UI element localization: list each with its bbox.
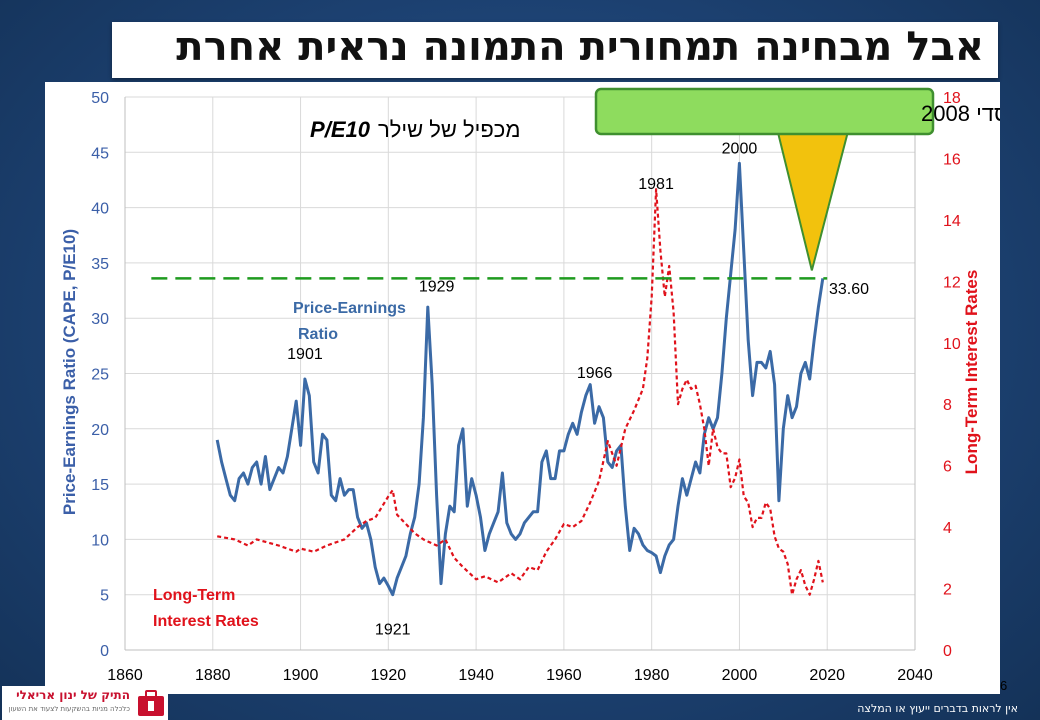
y-right-tick-label: 8: [943, 397, 952, 414]
callout-pointer: [776, 131, 850, 271]
y-left-tick-label: 40: [91, 201, 109, 218]
pe-ratio-line: [215, 161, 825, 597]
tick-labels: 1860 1880 1900 1920 1940 1960 1980 2000 2020 2040…: [91, 90, 961, 684]
pe-series-label-1: Price-Earnings: [293, 300, 406, 317]
y-right-tick-label: 6: [943, 459, 952, 476]
heading-prefix: מכפיל: [463, 117, 520, 142]
y-left-tick-label: 20: [91, 422, 109, 439]
pe-series-label-2: Ratio: [298, 326, 338, 343]
x-tick-label: 1980: [634, 667, 670, 684]
briefcase-icon: [138, 690, 164, 716]
y-right-tick-label: 4: [943, 520, 952, 537]
chart-panel: 1860 1880 1900 1920 1940 1960 1980 2000 2020 2040…: [45, 82, 1040, 694]
brand-logo: התיק של ינון אריאלי כלכלה מניות בהשקעות …: [2, 686, 168, 720]
x-tick-label: 2000: [722, 667, 758, 684]
interest-rate-line: [217, 188, 824, 596]
current-value-label: 33.60: [829, 281, 869, 298]
page-number: 6: [1000, 678, 1008, 693]
y-left-tick-label: 25: [91, 367, 109, 384]
logo-tagline: כלכלה מניות בהשקעות לצעוד את השעון: [8, 705, 130, 713]
year-annotation: 1929: [419, 279, 455, 296]
y-right-tick-label: 16: [943, 151, 961, 168]
y-right-label: Long-Term Interest Rates: [962, 270, 981, 475]
x-tick-label: 1880: [195, 667, 231, 684]
y-right-tick-label: 2: [943, 582, 952, 599]
y-left-tick-label: 0: [100, 643, 109, 660]
y-right-tick-label: 0: [943, 643, 952, 660]
logo-name: התיק של ינון אריאלי: [16, 688, 130, 702]
y-left-tick-label: 30: [91, 311, 109, 328]
heading-rest: של שילר: [378, 117, 457, 142]
y-left-tick-label: 35: [91, 256, 109, 273]
x-tick-label: 1940: [458, 667, 494, 684]
x-tick-label: 1860: [107, 667, 143, 684]
year-annotation: 1921: [375, 622, 411, 639]
title-banner: אבל מבחינה תמחורית התמונה נראית אחרת: [112, 22, 998, 78]
heading-bold: P/E10: [310, 117, 371, 142]
y-left-label: Price-Earnings Ratio (CAPE, P/E10): [60, 229, 79, 515]
x-tick-label: 2040: [897, 667, 933, 684]
axes: [124, 97, 916, 651]
callout: 29.3 בניכוי הפסדי 2008: [594, 87, 1040, 271]
callout-box: [594, 87, 935, 136]
y-left-tick-label: 45: [91, 145, 109, 162]
y-left-tick-label: 15: [91, 477, 109, 494]
heading-label: P/E10 של שילר: [310, 117, 457, 142]
y-right-tick-label: 18: [943, 90, 961, 107]
rate-series-label-1: Long-Term: [153, 587, 235, 604]
year-annotation: 1901: [287, 346, 323, 363]
y-right-tick-label: 14: [943, 213, 961, 230]
pe-ratio-chart: 1860 1880 1900 1920 1940 1960 1980 2000 2020 2040…: [60, 87, 1040, 684]
disclaimer: אין לראות בדברים ייעוץ או המלצה: [857, 702, 1018, 715]
callout-text: 29.3 בניכוי הפסדי 2008: [921, 101, 1000, 126]
series-lines: [215, 161, 825, 597]
y-left-tick-label: 10: [91, 532, 109, 549]
y-left-tick-label: 5: [100, 588, 109, 605]
year-annotation: 2000: [722, 140, 758, 157]
y-left-tick-label: 50: [91, 90, 109, 107]
year-annotation: 1981: [638, 176, 674, 193]
slide-title: אבל מבחינה תמחורית התמונה נראית אחרת: [176, 24, 984, 70]
x-tick-label: 1900: [283, 667, 319, 684]
x-tick-label: 2020: [809, 667, 845, 684]
x-tick-label: 1960: [546, 667, 582, 684]
year-annotation: 1966: [577, 365, 613, 382]
y-right-tick-label: 12: [943, 274, 961, 291]
y-right-tick-label: 10: [943, 336, 961, 353]
annotations: 1901 1921 1929 1966 1981 2000: [287, 140, 757, 638]
x-tick-label: 1920: [371, 667, 407, 684]
rate-series-label-2: Interest Rates: [153, 613, 259, 630]
